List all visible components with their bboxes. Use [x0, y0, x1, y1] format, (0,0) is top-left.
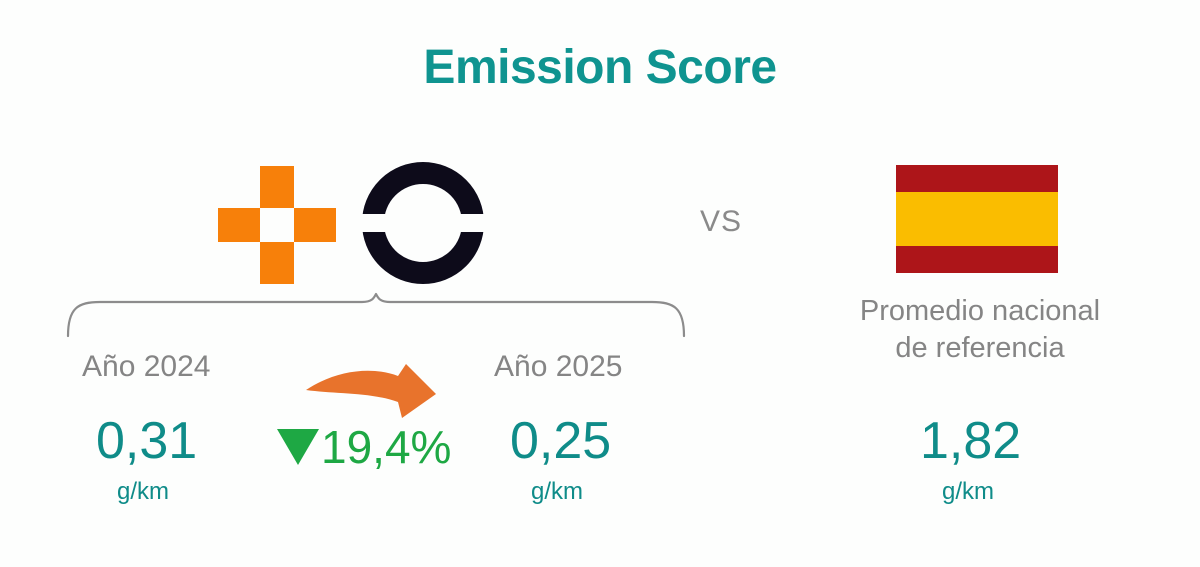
ring-slot-icon	[358, 214, 488, 232]
orange-plus-mark-icon	[218, 166, 336, 284]
flag-stripe-red-bottom	[896, 246, 1058, 273]
plus-arm-top-icon	[260, 166, 294, 208]
period-value-2024: 0,31	[96, 412, 198, 470]
reference-caption-line1: Promedio nacional	[859, 295, 1101, 327]
triangle-down-icon	[277, 429, 319, 465]
period-value-2025: 0,25	[510, 412, 612, 470]
brand-logo	[218, 162, 488, 284]
reference-caption: Promedio nacional de referencia	[810, 293, 1150, 367]
period-label-2024: Año 2024	[82, 350, 211, 383]
orange-curved-right-arrow-icon	[306, 362, 436, 424]
flag-stripe-red-top	[896, 165, 1058, 192]
reference-value: 1,82	[920, 412, 1022, 470]
period-label-2025: Año 2025	[494, 350, 623, 383]
reference-caption-line2: de referencia	[895, 332, 1065, 365]
period-unit-2024: g/km	[117, 478, 170, 505]
delta-value: 19,4%	[321, 421, 452, 473]
plus-arm-left-icon	[218, 208, 260, 242]
spain-flag-icon	[896, 165, 1058, 273]
flag-stripe-gold	[896, 192, 1058, 246]
grouping-brace	[66, 292, 686, 338]
reference-unit: g/km	[942, 478, 995, 505]
vs-separator-label: VS	[700, 205, 743, 238]
period-unit-2025: g/km	[531, 478, 584, 505]
dark-ring-mark-icon	[358, 162, 488, 284]
page-title: Emission Score	[423, 41, 777, 94]
plus-arm-right-icon	[294, 208, 336, 242]
plus-arm-bottom-icon	[260, 242, 294, 284]
delta-indicator: 19,4%	[277, 424, 451, 470]
